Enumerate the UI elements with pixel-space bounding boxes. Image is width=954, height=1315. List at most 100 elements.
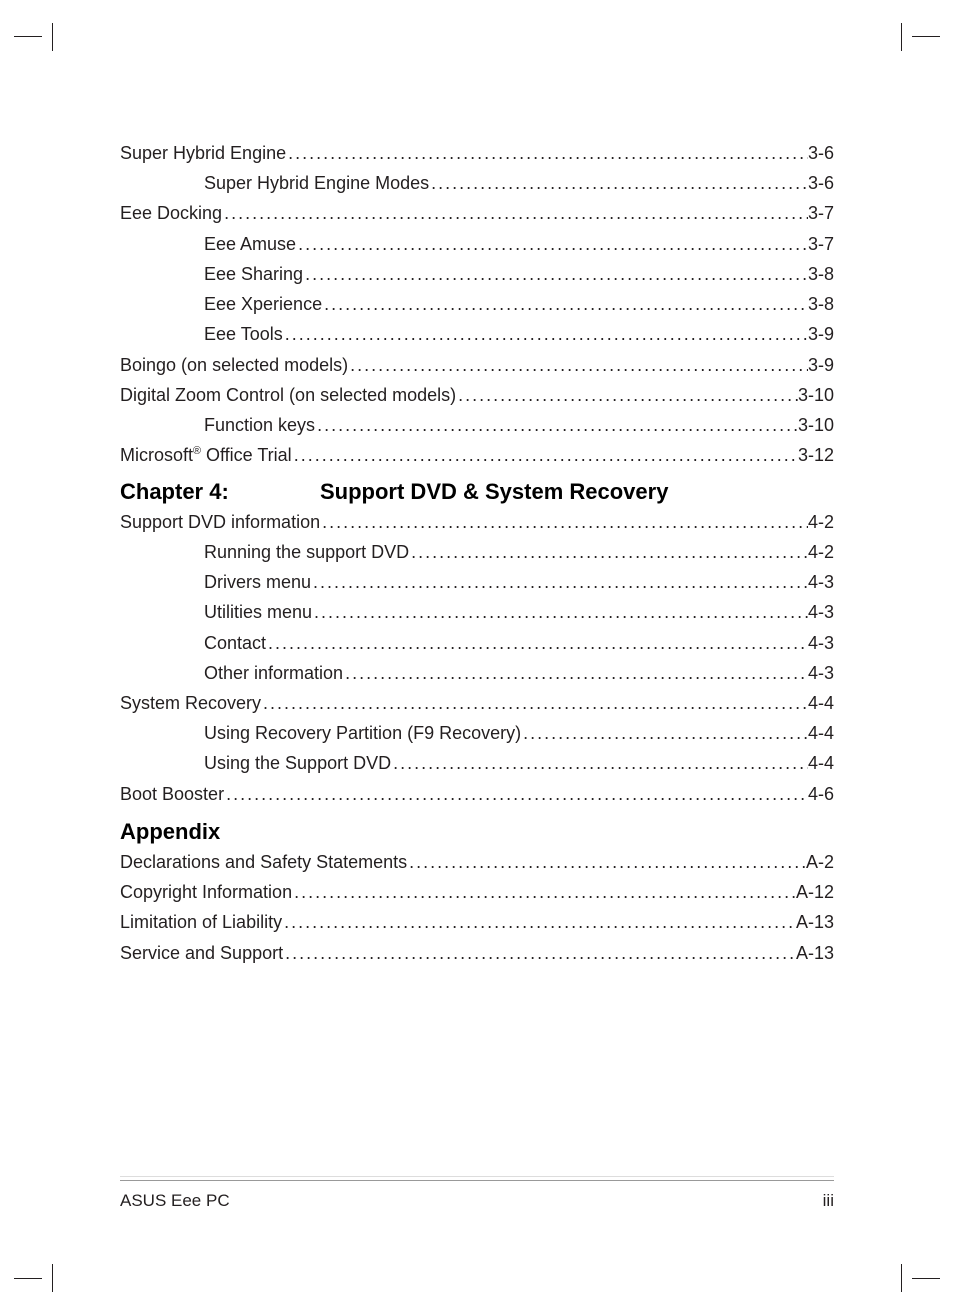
toc-leader-dots [312,597,808,627]
toc-entry-label: Copyright Information [120,877,292,907]
toc-entry-page: 4-4 [808,688,834,718]
toc-row: Microsoft® Office Trial 3-12 [120,440,834,470]
toc-entry-page: 4-2 [808,537,834,567]
toc-entry-page: 3-8 [808,289,834,319]
toc-leader-dots [224,779,808,809]
toc-row: Service and SupportA-13 [120,938,834,968]
toc-entry-page: 4-3 [808,628,834,658]
toc-leader-dots [303,259,808,289]
toc-row: Eee Tools 3-9 [120,319,834,349]
toc-entry-label: Using Recovery Partition (F9 Recovery) [120,718,521,748]
toc-entry-page: 4-6 [808,779,834,809]
toc-row: Eee Xperience 3-8 [120,289,834,319]
toc-leader-dots [320,507,808,537]
toc-entry-page: 3-10 [798,380,834,410]
toc-leader-dots [266,628,808,658]
toc-leader-dots [322,289,808,319]
toc-entry-page: 3-12 [798,440,834,470]
toc-leader-dots [521,718,808,748]
toc-row: Drivers menu 4-3 [120,567,834,597]
toc-entry-page: 4-3 [808,658,834,688]
toc-row: Eee Sharing3-8 [120,259,834,289]
toc-row: Super Hybrid Engine 3-6 [120,138,834,168]
toc-row: Limitation of Liability A-13 [120,907,834,937]
toc-entry-label: Boingo (on selected models) [120,350,348,380]
toc-entry-label: Running the support DVD [120,537,409,567]
chapter-4-label: Chapter 4: [120,479,320,505]
toc-entry-page: 4-4 [808,718,834,748]
toc-entry-label: Support DVD information [120,507,320,537]
toc-leader-dots [311,567,808,597]
toc-row: Eee Amuse 3-7 [120,229,834,259]
toc-entry-label: Digital Zoom Control (on selected models… [120,380,456,410]
toc-entry-label: Super Hybrid Engine Modes [120,168,429,198]
toc-entry-page: 3-8 [808,259,834,289]
footer-page-number: iii [823,1191,834,1211]
toc-row: Eee Docking3-7 [120,198,834,228]
toc-entry-page: A-2 [806,847,834,877]
toc-entry-label: Eee Xperience [120,289,322,319]
toc-leader-dots [429,168,808,198]
toc-section-pre: Super Hybrid Engine3-6Super Hybrid Engin… [120,138,834,471]
toc-leader-dots [283,319,808,349]
toc-entry-page: 3-6 [808,168,834,198]
toc-entry-page: 4-3 [808,567,834,597]
chapter-4-heading: Chapter 4: Support DVD & System Recovery [120,479,834,505]
toc-entry-label: Eee Tools [120,319,283,349]
toc-leader-dots [292,877,796,907]
toc-leader-dots [296,229,808,259]
toc-entry-label: Microsoft® Office Trial [120,440,292,470]
toc-entry-label: Contact [120,628,266,658]
toc-row: Support DVD information 4-2 [120,507,834,537]
toc-entry-label: Eee Docking [120,198,222,228]
toc-entry-page: 3-7 [808,229,834,259]
toc-row: Utilities menu4-3 [120,597,834,627]
toc-section-appendix: Declarations and Safety StatementsA-2Cop… [120,847,834,968]
footer-left-text: ASUS Eee PC [120,1191,230,1211]
footer-rule-secondary [120,1176,834,1177]
toc-entry-page: A-12 [796,877,834,907]
toc-entry-label: Function keys [120,410,315,440]
toc-row: Boot Booster4-6 [120,779,834,809]
toc-leader-dots [282,907,796,937]
toc-leader-dots [283,938,796,968]
toc-leader-dots [315,410,798,440]
toc-entry-label: Drivers menu [120,567,311,597]
toc-leader-dots [407,847,806,877]
toc-entry-page: 3-9 [808,350,834,380]
toc-leader-dots [348,350,808,380]
toc-section-chapter4: Support DVD information4-2Running the su… [120,507,834,809]
toc-row: Using Recovery Partition (F9 Recovery) 4-… [120,718,834,748]
toc-leader-dots [292,440,798,470]
toc-row: Using the Support DVD4-4 [120,748,834,778]
toc-entry-label: Eee Amuse [120,229,296,259]
toc-entry-label: System Recovery [120,688,261,718]
toc-row: Contact 4-3 [120,628,834,658]
toc-entry-page: A-13 [796,938,834,968]
toc-entry-label: Limitation of Liability [120,907,282,937]
toc-row: Declarations and Safety StatementsA-2 [120,847,834,877]
toc-entry-page: 3-9 [808,319,834,349]
toc-entry-page: 4-2 [808,507,834,537]
toc-leader-dots [286,138,808,168]
toc-entry-label: Utilities menu [120,597,312,627]
page-footer: ASUS Eee PC iii [120,1180,834,1211]
toc-entry-label: Other information [120,658,343,688]
page-content: Super Hybrid Engine3-6Super Hybrid Engin… [0,0,954,1315]
toc-row: Super Hybrid Engine Modes 3-6 [120,168,834,198]
toc-leader-dots [222,198,808,228]
toc-entry-label: Using the Support DVD [120,748,391,778]
toc-leader-dots [343,658,808,688]
toc-row: Boingo (on selected models) 3-9 [120,350,834,380]
toc-row: Digital Zoom Control (on selected models… [120,380,834,410]
appendix-heading: Appendix [120,819,834,845]
toc-leader-dots [261,688,808,718]
toc-entry-page: A-13 [796,907,834,937]
toc-entry-label: Super Hybrid Engine [120,138,286,168]
toc-row: Other information 4-3 [120,658,834,688]
chapter-4-title: Support DVD & System Recovery [320,479,668,505]
toc-entry-page: 3-6 [808,138,834,168]
toc-leader-dots [456,380,798,410]
toc-row: Copyright Information A-12 [120,877,834,907]
toc-row: Running the support DVD 4-2 [120,537,834,567]
